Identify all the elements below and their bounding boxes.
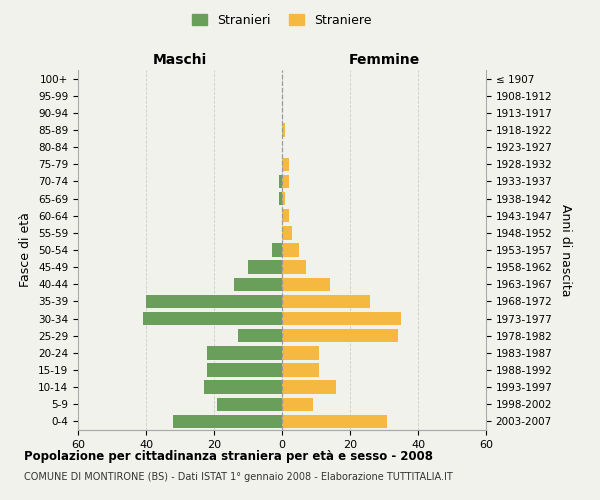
Bar: [207, 364, 282, 376]
Bar: [272, 244, 282, 256]
Bar: [282, 158, 289, 171]
Bar: [282, 346, 319, 360]
Y-axis label: Fasce di età: Fasce di età: [19, 212, 32, 288]
Bar: [235, 278, 282, 291]
Bar: [282, 260, 306, 274]
Bar: [282, 414, 388, 428]
Bar: [278, 174, 282, 188]
Bar: [282, 124, 286, 136]
Bar: [204, 380, 282, 394]
Bar: [207, 346, 282, 360]
Bar: [282, 209, 289, 222]
Bar: [282, 398, 313, 411]
Bar: [173, 414, 282, 428]
Bar: [282, 312, 401, 326]
Bar: [238, 329, 282, 342]
Bar: [248, 260, 282, 274]
Text: Maschi: Maschi: [153, 52, 207, 66]
Bar: [282, 192, 286, 205]
Bar: [282, 278, 329, 291]
Bar: [217, 398, 282, 411]
Legend: Stranieri, Straniere: Stranieri, Straniere: [187, 8, 377, 32]
Text: Popolazione per cittadinanza straniera per età e sesso - 2008: Popolazione per cittadinanza straniera p…: [24, 450, 433, 463]
Bar: [282, 364, 319, 376]
Bar: [282, 226, 292, 239]
Bar: [282, 174, 289, 188]
Text: COMUNE DI MONTIRONE (BS) - Dati ISTAT 1° gennaio 2008 - Elaborazione TUTTITALIA.: COMUNE DI MONTIRONE (BS) - Dati ISTAT 1°…: [24, 472, 453, 482]
Bar: [282, 294, 370, 308]
Bar: [143, 312, 282, 326]
Y-axis label: Anni di nascita: Anni di nascita: [559, 204, 572, 296]
Bar: [282, 244, 299, 256]
Bar: [282, 329, 398, 342]
Bar: [146, 294, 282, 308]
Bar: [282, 380, 337, 394]
Text: Femmine: Femmine: [349, 52, 419, 66]
Bar: [278, 192, 282, 205]
